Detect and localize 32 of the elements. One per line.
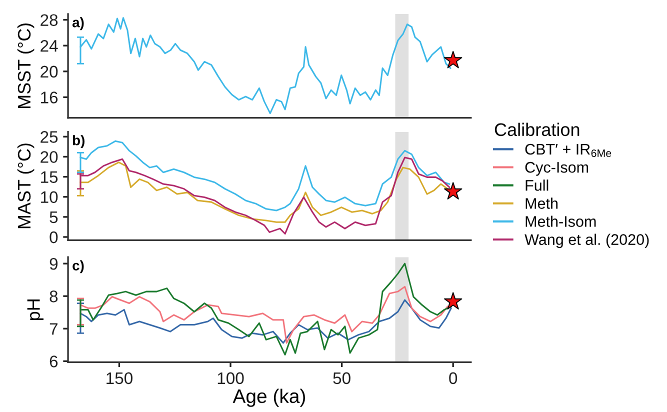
annotation: b) (72, 135, 84, 148)
y-tick-label: 20 (40, 66, 58, 78)
legend-label: CBT′ + IR$_{6Me}$ (525, 144, 612, 158)
y-tick-label: 25 (40, 131, 58, 143)
y-tick-label: 16 (41, 92, 58, 104)
y-tick-label: 24 (40, 40, 58, 52)
x-tick-label: 50 (333, 372, 350, 384)
y-tick-label: 15 (41, 171, 58, 183)
legend-label: Full (526, 180, 548, 191)
x-tick-label: 150 (106, 372, 132, 384)
y-tick-label: 7 (50, 323, 58, 335)
y-axis-title: MSST (°C) (17, 23, 34, 108)
y-tick-label: 20 (40, 151, 58, 163)
y-tick-label: 28 (40, 14, 58, 26)
y-tick-label: 0 (50, 231, 58, 244)
y-tick-label: 5 (50, 211, 58, 224)
legend-title: Calibration (494, 122, 580, 136)
y-tick-label: 9 (50, 258, 58, 270)
y-axis-title: pH (27, 300, 44, 320)
legend-label: Meth-Isom (526, 216, 596, 227)
legend-label: Wang et al. (2020) (524, 234, 649, 248)
y-tick-label: 10 (41, 191, 58, 204)
x-axis-title: Age (ka) (232, 388, 306, 407)
legend-label: Cyc-Isom (525, 162, 588, 176)
legend-label: Meth (526, 198, 558, 209)
annotation: c) (72, 260, 84, 274)
x-tick-label: 0 (449, 372, 458, 384)
y-tick-label: 6 (50, 356, 58, 368)
x-tick-label: 100 (218, 372, 244, 384)
y-tick-label: 8 (50, 290, 58, 302)
annotation: a) (72, 17, 84, 30)
y-axis-title: MAST (°C) (17, 144, 34, 228)
